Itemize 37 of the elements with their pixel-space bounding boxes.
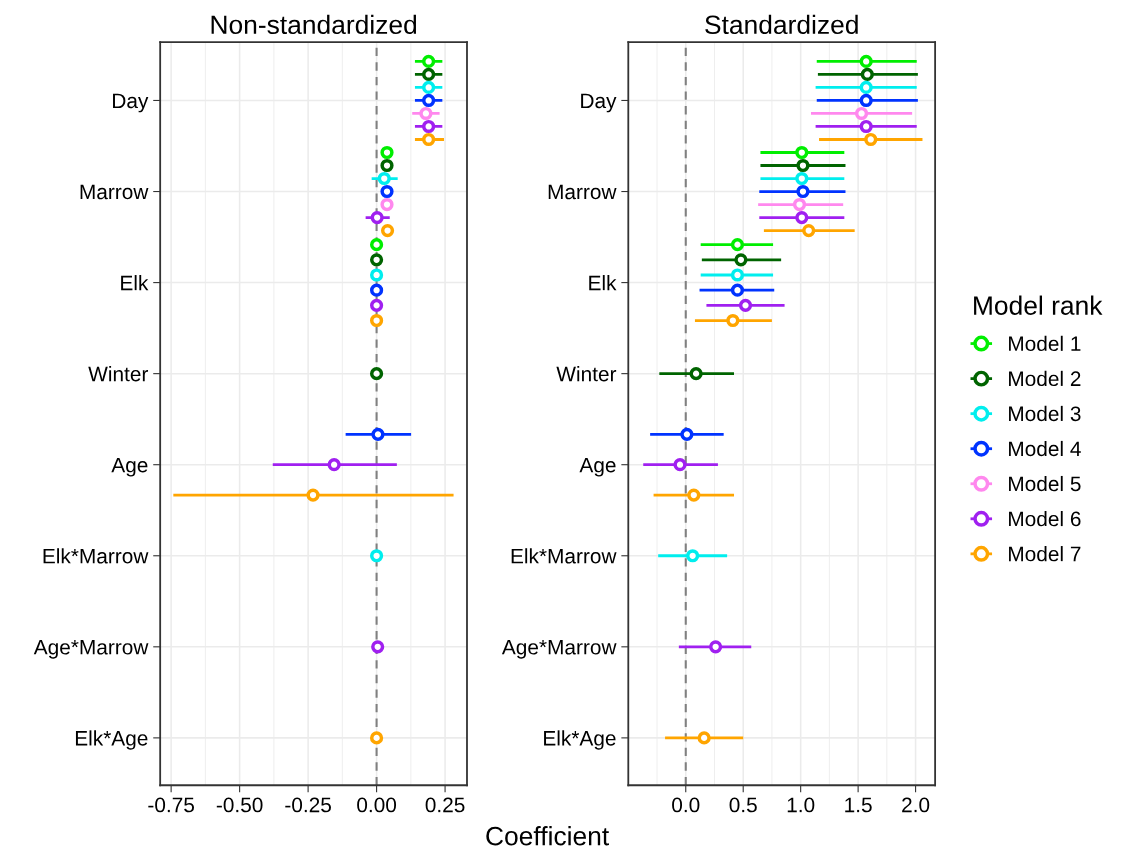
legend-label: Model 7 (1009, 546, 1081, 562)
chart-title: Standardized (705, 14, 858, 35)
y-tick-label: Winter (88, 366, 149, 382)
x-tick-label: 2.0 (902, 797, 930, 813)
x-tick-label: 0.25 (425, 797, 465, 813)
legend-label: Model 6 (1009, 510, 1081, 527)
y-tick-label: Age*Marrow (501, 640, 617, 659)
legend-label: Model 1 (1009, 335, 1081, 352)
y-tick-label: Winter (556, 366, 617, 382)
y-tick-label: Elk*Age (544, 730, 616, 750)
y-tick-label: Age (579, 457, 616, 477)
y-tick-label: Age*Marrow (33, 640, 149, 659)
y-tick-label: Elk*Marrow (511, 548, 617, 564)
y-tick-label: Day (581, 93, 617, 113)
y-tick-label: Day (113, 93, 149, 113)
legend-label: Model 3 (1009, 405, 1081, 422)
y-tick-label: Elk*Age (75, 730, 148, 750)
x-tick-label: -0.50 (216, 797, 263, 813)
x-tick-label: 0.5 (729, 797, 757, 813)
x-tick-label: -0.75 (148, 797, 195, 813)
y-tick-label: Elk (589, 275, 617, 291)
y-tick-label: Marrow (80, 184, 149, 200)
x-tick-label: 0.00 (357, 797, 397, 813)
x-tick-label: 0.0 (672, 797, 700, 813)
legend-label: Model 2 (1009, 370, 1081, 387)
legend-label: Model 4 (1009, 440, 1081, 457)
y-tick-label: Age (111, 457, 148, 477)
x-tick-label: -0.25 (285, 797, 331, 813)
y-tick-label: Elk (121, 275, 149, 291)
x-tick-label: 1.0 (787, 797, 815, 813)
chart-title: Non-standardized (211, 14, 417, 35)
legend-title: Model rank (974, 295, 1103, 315)
legend-label: Model 5 (1009, 475, 1081, 492)
x-axis-title: Coefficient (486, 826, 609, 846)
y-tick-label: Elk*Marrow (43, 548, 149, 564)
y-tick-label: Marrow (548, 184, 617, 200)
x-tick-label: 1.5 (845, 797, 872, 813)
